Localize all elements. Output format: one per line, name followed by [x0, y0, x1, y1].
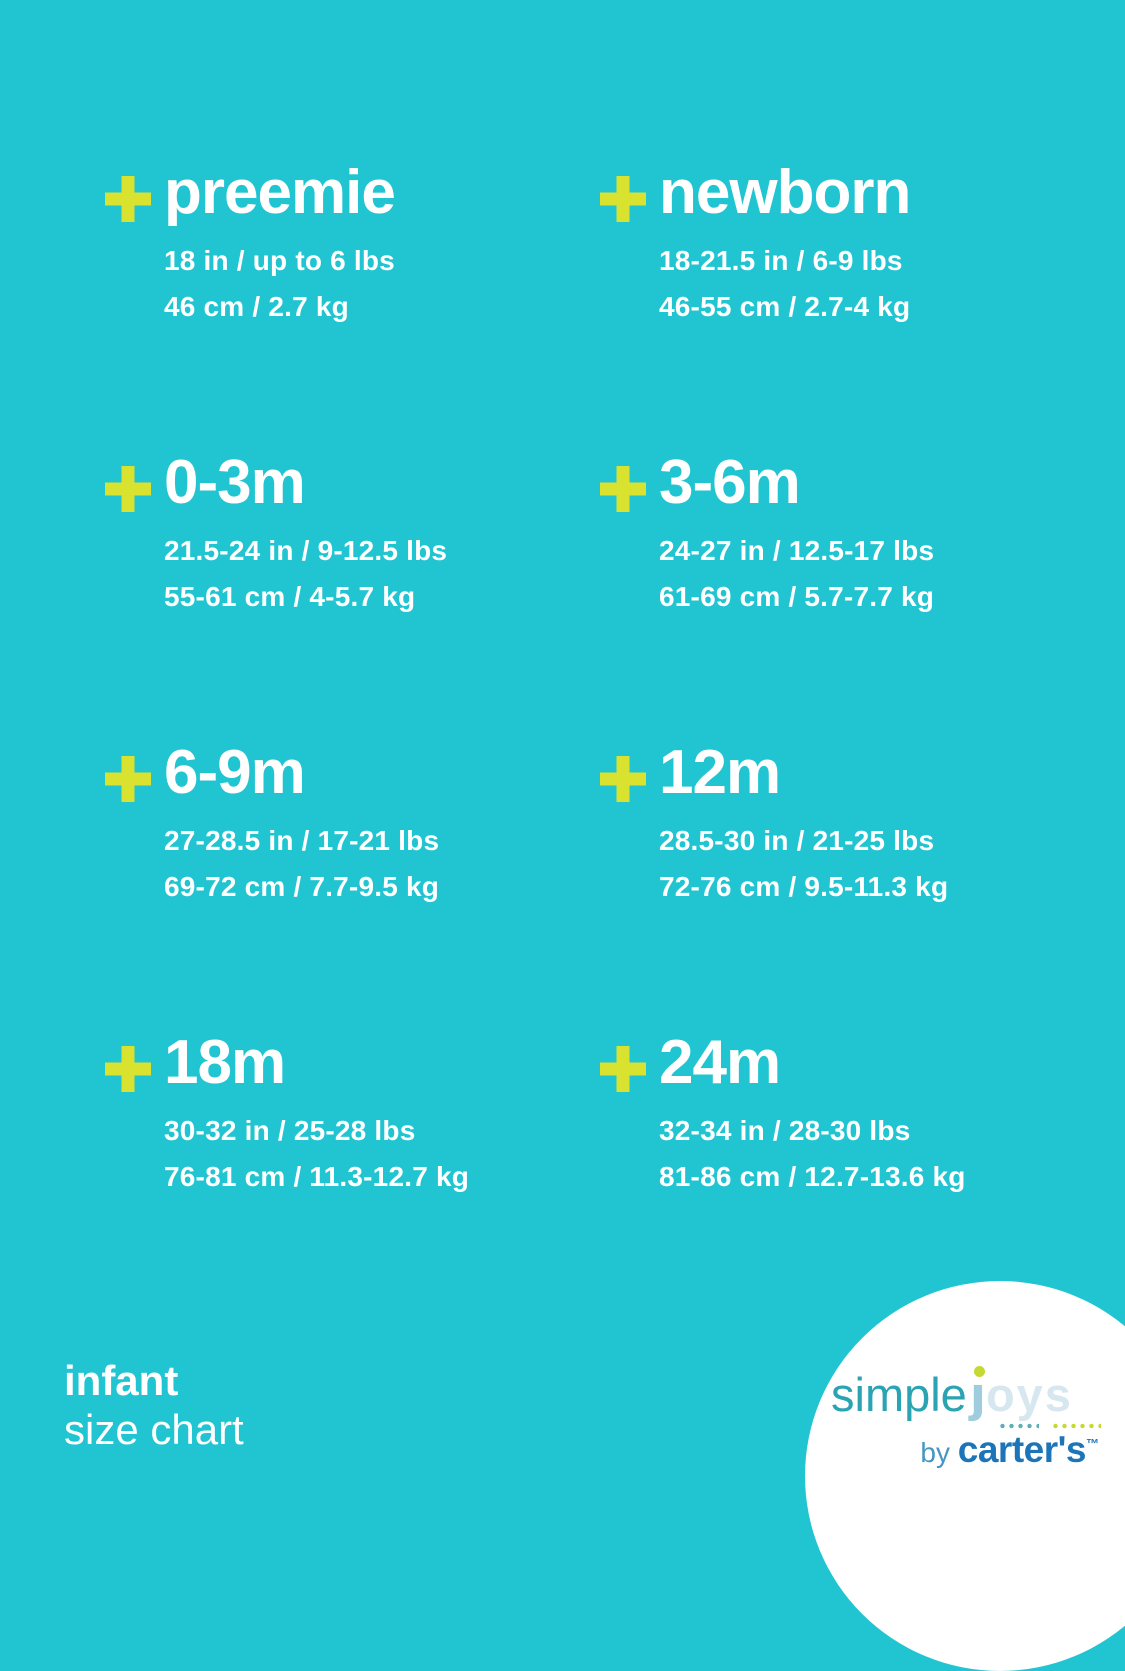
size-block-3-6m: 3-6m 24-27 in / 12.5-17 lbs 61-69 cm / 5…: [600, 450, 1095, 740]
size-label: 0-3m: [164, 448, 306, 517]
size-label: 3-6m: [659, 448, 801, 517]
plus-icon: [105, 466, 151, 512]
size-label: newborn: [659, 158, 911, 227]
size-block-6-9m: 6-9m 27-28.5 in / 17-21 lbs 69-72 cm / 7…: [105, 740, 600, 1030]
size-metric: 72-76 cm / 9.5-11.3 kg: [659, 871, 949, 902]
plus-icon: [105, 756, 151, 802]
size-chart-grid: preemie 18 in / up to 6 lbs 46 cm / 2.7 …: [105, 160, 1095, 1320]
size-metric: 61-69 cm / 5.7-7.7 kg: [659, 581, 935, 612]
size-metric: 46-55 cm / 2.7-4 kg: [659, 291, 911, 322]
size-label: preemie: [164, 158, 396, 227]
logo-by-text: by: [920, 1437, 958, 1468]
by-carters-wordmark: by carter's™: [920, 1429, 1099, 1471]
size-block-18m: 18m 30-32 in / 25-28 lbs 76-81 cm / 11.3…: [105, 1030, 600, 1320]
size-label: 18m: [164, 1028, 286, 1097]
size-metric: 81-86 cm / 12.7-13.6 kg: [659, 1161, 966, 1192]
plus-icon: [600, 756, 646, 802]
size-imperial: 18-21.5 in / 6-9 lbs: [659, 245, 903, 276]
chart-subtitle: size chart: [64, 1406, 244, 1453]
logo-word-joys-j: ȷ: [969, 1366, 986, 1423]
size-label: 24m: [659, 1028, 781, 1097]
size-imperial: 32-34 in / 28-30 lbs: [659, 1115, 911, 1146]
brand-logo-circle: simple ȷoys by carter's™: [805, 1281, 1125, 1671]
size-imperial: 21.5-24 in / 9-12.5 lbs: [164, 535, 448, 566]
logo-word-simple: simple: [831, 1368, 967, 1421]
size-block-24m: 24m 32-34 in / 28-30 lbs 81-86 cm / 12.7…: [600, 1030, 1095, 1320]
chart-category: infant: [64, 1357, 179, 1404]
logo-j-dot-icon: [973, 1366, 985, 1377]
size-imperial: 24-27 in / 12.5-17 lbs: [659, 535, 935, 566]
size-label: 12m: [659, 738, 781, 807]
plus-icon: [600, 466, 646, 512]
size-block-newborn: newborn 18-21.5 in / 6-9 lbs 46-55 cm / …: [600, 160, 1095, 450]
size-metric: 69-72 cm / 7.7-9.5 kg: [164, 871, 440, 902]
size-imperial: 30-32 in / 25-28 lbs: [164, 1115, 416, 1146]
size-imperial: 27-28.5 in / 17-21 lbs: [164, 825, 440, 856]
size-metric: 55-61 cm / 4-5.7 kg: [164, 581, 416, 612]
logo-carters-text: carter's: [957, 1429, 1087, 1470]
plus-icon: [105, 176, 151, 222]
size-metric: 76-81 cm / 11.3-12.7 kg: [164, 1161, 470, 1192]
logo-dots-yellow-icon: [1051, 1423, 1101, 1429]
logo-underline-dots: [998, 1423, 1101, 1429]
chart-caption: infant size chart: [64, 1356, 244, 1454]
simple-joys-logo: simple ȷoys: [831, 1366, 1073, 1423]
plus-icon: [600, 176, 646, 222]
logo-dots-teal-icon: [998, 1423, 1039, 1429]
size-block-12m: 12m 28.5-30 in / 21-25 lbs 72-76 cm / 9.…: [600, 740, 1095, 1030]
size-imperial: 28.5-30 in / 21-25 lbs: [659, 825, 935, 856]
trademark-symbol: ™: [1086, 1436, 1099, 1451]
size-block-preemie: preemie 18 in / up to 6 lbs 46 cm / 2.7 …: [105, 160, 600, 450]
size-block-0-3m: 0-3m 21.5-24 in / 9-12.5 lbs 55-61 cm / …: [105, 450, 600, 740]
size-metric: 46 cm / 2.7 kg: [164, 291, 349, 322]
plus-icon: [600, 1046, 646, 1092]
size-imperial: 18 in / up to 6 lbs: [164, 245, 395, 276]
size-label: 6-9m: [164, 738, 306, 807]
logo-word-joys-rest: oys: [985, 1368, 1073, 1421]
plus-icon: [105, 1046, 151, 1092]
